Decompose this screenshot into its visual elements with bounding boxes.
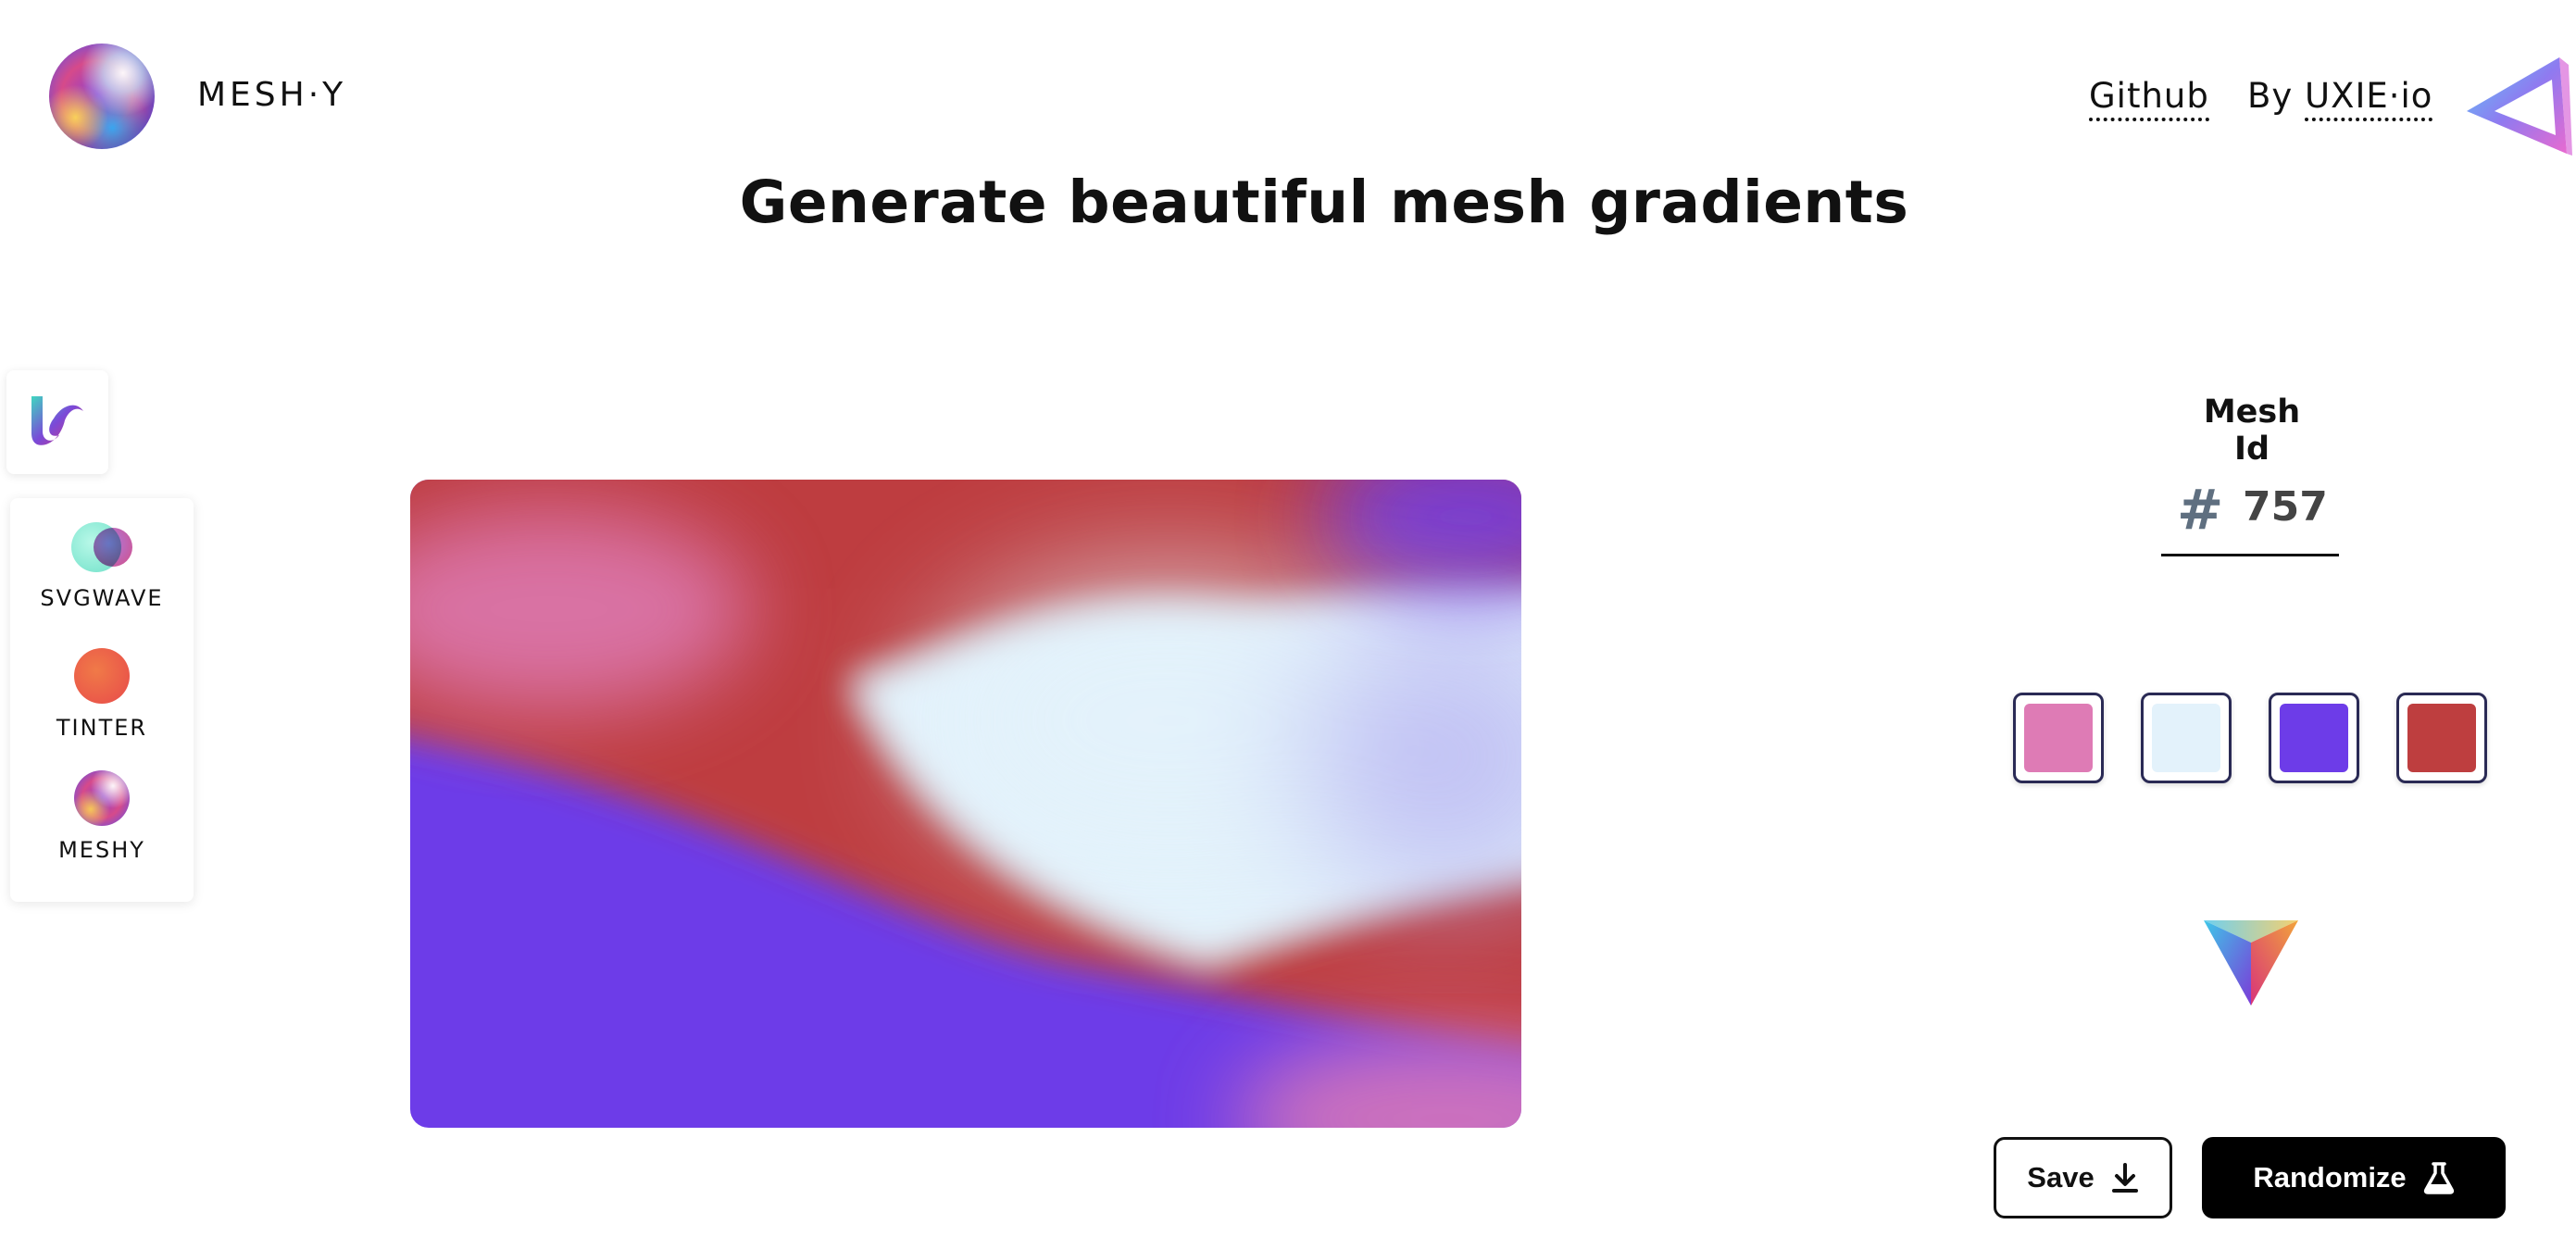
uxie-tools-panel: SVGWAVE TINTER MESHY xyxy=(10,498,194,902)
by-uxie: By UXIE·io xyxy=(2247,76,2432,116)
color-swatch[interactable] xyxy=(2269,693,2359,783)
tinter-icon xyxy=(74,648,130,704)
sidebar-item-svgwave[interactable]: SVGWAVE xyxy=(10,522,194,611)
by-prefix: By xyxy=(2247,76,2293,116)
sidebar-item-label: TINTER xyxy=(10,715,194,741)
uxie-tools-toggle[interactable] xyxy=(6,370,108,474)
sidebar-item-tinter[interactable]: TINTER xyxy=(10,648,194,741)
uxie-app-icon xyxy=(28,391,87,450)
sidebar-item-label: SVGWAVE xyxy=(10,585,194,611)
sidebar-item-label: MESHY xyxy=(10,837,194,863)
hash-icon: # xyxy=(2177,478,2223,543)
github-link[interactable]: Github xyxy=(2089,76,2209,121)
color-swatch[interactable] xyxy=(2013,693,2104,783)
save-label: Save xyxy=(2027,1161,2094,1194)
prism-icon xyxy=(2200,917,2302,1009)
meshy-icon xyxy=(74,770,130,826)
meshy-logo[interactable] xyxy=(49,44,155,149)
save-button[interactable]: Save xyxy=(1994,1137,2172,1218)
uxie-link[interactable]: UXIE·io xyxy=(2305,76,2432,121)
randomize-label: Randomize xyxy=(2253,1161,2406,1194)
swatch-fill xyxy=(2152,704,2220,772)
download-icon xyxy=(2111,1163,2139,1193)
uxie-triangle-logo[interactable] xyxy=(2463,52,2572,161)
swatch-fill xyxy=(2280,704,2348,772)
svgwave-icon xyxy=(71,522,132,574)
sidebar-item-meshy[interactable]: MESHY xyxy=(10,770,194,863)
swatch-fill xyxy=(2024,704,2093,772)
swatch-fill xyxy=(2407,704,2476,772)
page-headline: Generate beautiful mesh gradients xyxy=(0,169,2576,236)
color-swatch[interactable] xyxy=(2396,693,2487,783)
brand-name[interactable]: MESH·Y xyxy=(197,76,346,114)
mesh-id-label: Mesh Id xyxy=(2189,394,2315,468)
mesh-gradient-preview xyxy=(410,480,1521,1128)
mesh-id-input[interactable] xyxy=(2243,483,2335,531)
randomize-button[interactable]: Randomize xyxy=(2202,1137,2506,1218)
mesh-id-field[interactable]: # xyxy=(2161,470,2339,556)
color-swatch[interactable] xyxy=(2141,693,2232,783)
flask-icon xyxy=(2423,1161,2455,1194)
